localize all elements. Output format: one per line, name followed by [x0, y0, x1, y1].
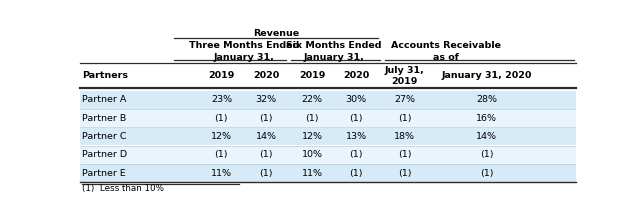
Text: Partners: Partners [83, 71, 129, 80]
Text: (1): (1) [305, 114, 319, 123]
Text: January 31, 2020: January 31, 2020 [442, 71, 532, 80]
Text: 2020: 2020 [253, 71, 279, 80]
Text: (1)  Less than 10%: (1) Less than 10% [83, 184, 164, 193]
Bar [80, 91, 576, 109]
Text: Partner D: Partner D [83, 150, 127, 159]
Bar [80, 128, 576, 145]
Text: (1): (1) [214, 150, 228, 159]
Text: 13%: 13% [346, 132, 367, 141]
Text: (1): (1) [480, 150, 493, 159]
Text: (1): (1) [398, 114, 412, 123]
Text: Accounts Receivable
as of: Accounts Receivable as of [391, 41, 501, 62]
Text: Partner B: Partner B [83, 114, 127, 123]
Text: 18%: 18% [394, 132, 415, 141]
Text: (1): (1) [259, 169, 273, 178]
Text: 2019: 2019 [299, 71, 325, 80]
Text: 11%: 11% [211, 169, 232, 178]
Text: 28%: 28% [476, 95, 497, 104]
Text: (1): (1) [214, 114, 228, 123]
Text: Six Months Ended
January 31,: Six Months Ended January 31, [287, 41, 382, 62]
Text: 10%: 10% [301, 150, 323, 159]
Text: 2019: 2019 [208, 71, 234, 80]
Bar [80, 164, 576, 182]
Text: 23%: 23% [211, 95, 232, 104]
Text: (1): (1) [259, 114, 273, 123]
Text: (1): (1) [398, 150, 412, 159]
Text: Partner A: Partner A [83, 95, 127, 104]
Text: (1): (1) [259, 150, 273, 159]
Text: (1): (1) [349, 169, 363, 178]
Bar [80, 109, 576, 127]
Text: 14%: 14% [476, 132, 497, 141]
Text: Partner E: Partner E [83, 169, 126, 178]
Text: 14%: 14% [255, 132, 276, 141]
Text: Revenue: Revenue [253, 29, 299, 38]
Text: 32%: 32% [255, 95, 276, 104]
Text: Partner C: Partner C [83, 132, 127, 141]
Text: Three Months Ended
January 31,: Three Months Ended January 31, [189, 41, 299, 62]
Text: (1): (1) [349, 114, 363, 123]
Text: 22%: 22% [301, 95, 323, 104]
Text: 30%: 30% [346, 95, 367, 104]
Bar [80, 146, 576, 164]
Text: 27%: 27% [394, 95, 415, 104]
Text: July 31,
2019: July 31, 2019 [385, 66, 425, 86]
Text: 12%: 12% [211, 132, 232, 141]
Text: (1): (1) [398, 169, 412, 178]
Text: (1): (1) [480, 169, 493, 178]
Text: 2020: 2020 [343, 71, 369, 80]
Text: 11%: 11% [301, 169, 323, 178]
Text: 12%: 12% [301, 132, 323, 141]
Text: 16%: 16% [476, 114, 497, 123]
Text: (1): (1) [349, 150, 363, 159]
